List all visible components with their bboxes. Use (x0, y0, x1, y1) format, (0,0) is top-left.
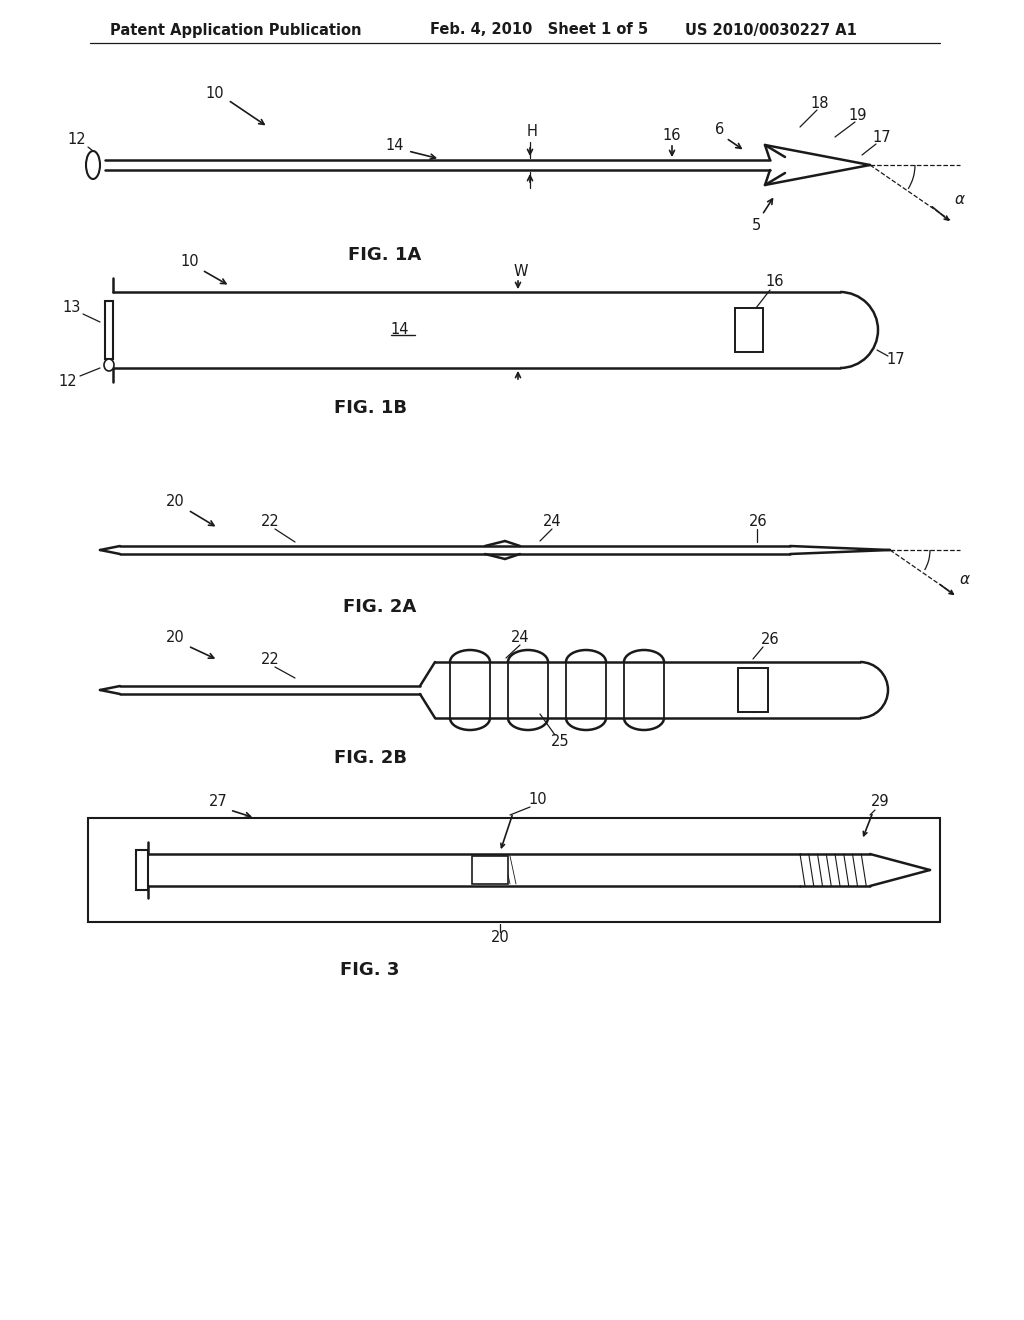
Bar (136, 850, 148, 890)
Text: 17: 17 (887, 352, 905, 367)
Text: 18: 18 (811, 95, 829, 111)
Text: 24: 24 (511, 631, 529, 645)
Text: FIG. 2A: FIG. 2A (343, 598, 417, 616)
Text: 10: 10 (180, 255, 200, 269)
Text: 16: 16 (663, 128, 681, 143)
Bar (735, 308, 763, 352)
Text: 20: 20 (490, 931, 509, 945)
Text: 27: 27 (209, 795, 227, 809)
Text: 24: 24 (543, 515, 561, 529)
Text: α: α (955, 193, 965, 207)
Text: 12: 12 (68, 132, 86, 148)
Text: US 2010/0030227 A1: US 2010/0030227 A1 (685, 22, 857, 37)
Text: FIG. 3: FIG. 3 (340, 961, 399, 979)
Text: 6: 6 (716, 123, 725, 137)
Text: FIG. 1A: FIG. 1A (348, 246, 422, 264)
Text: 14: 14 (391, 322, 410, 338)
Text: 20: 20 (166, 495, 184, 510)
Ellipse shape (86, 150, 100, 180)
Text: Patent Application Publication: Patent Application Publication (110, 22, 361, 37)
Text: 19: 19 (849, 107, 867, 123)
Text: 10: 10 (528, 792, 547, 808)
Text: 5: 5 (752, 218, 761, 232)
Bar (738, 668, 768, 711)
Ellipse shape (104, 359, 114, 371)
Text: 17: 17 (872, 129, 891, 144)
Text: Feb. 4, 2010   Sheet 1 of 5: Feb. 4, 2010 Sheet 1 of 5 (430, 22, 648, 37)
Bar (472, 855, 508, 884)
Text: W: W (514, 264, 528, 280)
Text: 25: 25 (551, 734, 569, 750)
Text: 26: 26 (761, 632, 779, 648)
Text: 16: 16 (766, 275, 784, 289)
Bar (105, 301, 113, 359)
Text: 26: 26 (749, 515, 767, 529)
Text: 20: 20 (166, 631, 184, 645)
Text: FIG. 1B: FIG. 1B (334, 399, 407, 417)
Text: H: H (526, 124, 538, 140)
Text: 22: 22 (261, 652, 280, 668)
Text: 29: 29 (870, 795, 889, 809)
Text: α: α (961, 573, 970, 587)
Text: 12: 12 (58, 375, 78, 389)
Text: 22: 22 (261, 515, 280, 529)
Text: 14: 14 (386, 137, 404, 153)
Text: 13: 13 (62, 301, 81, 315)
Bar (88, 818, 940, 921)
Text: 10: 10 (206, 86, 224, 100)
Text: FIG. 2B: FIG. 2B (334, 748, 407, 767)
